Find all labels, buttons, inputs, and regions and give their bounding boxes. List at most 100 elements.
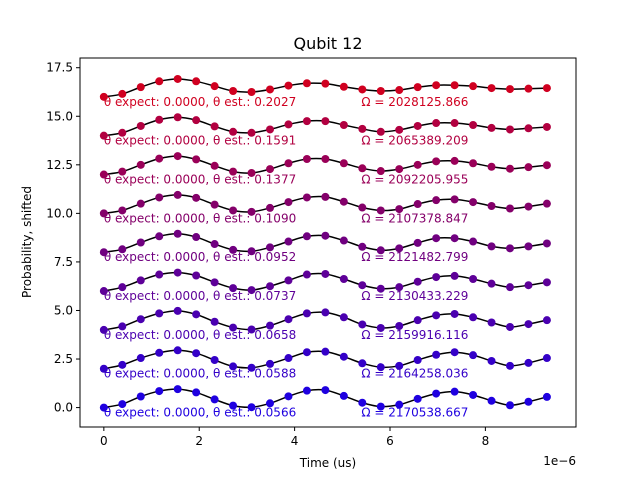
data-point xyxy=(450,119,459,128)
data-point xyxy=(450,195,459,204)
data-point xyxy=(99,403,108,412)
data-point xyxy=(284,237,293,246)
series-3: θ expect: 0.0000, θ est.: 0.0737 Ω = 2130… xyxy=(99,268,551,303)
series-0: θ expect: 0.0000, θ est.: 0.0566 Ω = 2170… xyxy=(99,385,551,420)
data-point xyxy=(321,347,330,356)
data-point xyxy=(469,313,478,322)
data-point xyxy=(339,82,348,91)
data-point xyxy=(155,154,164,163)
data-point xyxy=(99,325,108,334)
data-point xyxy=(136,238,145,247)
data-point xyxy=(266,282,275,291)
data-point xyxy=(432,119,441,128)
data-point xyxy=(266,359,275,368)
data-point xyxy=(487,201,496,210)
series-annotation-omega: Ω = 2107378.847 xyxy=(361,211,468,225)
data-point xyxy=(358,281,367,290)
data-point xyxy=(155,193,164,202)
data-point xyxy=(339,121,348,130)
data-point xyxy=(247,207,256,216)
data-point xyxy=(376,284,385,293)
data-point xyxy=(229,87,238,96)
data-point xyxy=(136,276,145,285)
data-point xyxy=(432,196,441,205)
data-point xyxy=(542,278,551,287)
series-annotation-omega: Ω = 2159916.116 xyxy=(361,328,468,342)
data-point xyxy=(173,306,182,315)
data-point xyxy=(99,248,108,257)
data-point xyxy=(339,275,348,284)
data-point xyxy=(395,361,404,370)
data-point xyxy=(173,152,182,161)
data-point xyxy=(266,399,275,408)
data-point xyxy=(487,318,496,327)
data-point xyxy=(118,167,127,176)
data-point xyxy=(469,237,478,246)
data-point xyxy=(358,359,367,368)
data-point xyxy=(173,74,182,83)
data-point xyxy=(118,89,127,98)
data-point xyxy=(450,309,459,318)
data-point xyxy=(413,316,422,325)
data-point xyxy=(192,349,201,358)
data-point xyxy=(321,308,330,317)
data-point xyxy=(247,247,256,256)
y-tick-label: 7.5 xyxy=(54,255,73,269)
series-7: θ expect: 0.0000, θ est.: 0.1591 Ω = 2065… xyxy=(99,113,551,148)
data-point xyxy=(432,389,441,398)
series-8: θ expect: 0.0000, θ est.: 0.2027 Ω = 2028… xyxy=(99,74,551,109)
data-point xyxy=(302,309,311,318)
data-point xyxy=(376,127,385,136)
series-2: θ expect: 0.0000, θ est.: 0.0658 Ω = 2159… xyxy=(99,306,551,342)
data-point xyxy=(136,199,145,208)
data-point xyxy=(229,401,238,410)
x-tick-label: 4 xyxy=(291,434,299,448)
x-axis: 0 2 4 6 8 xyxy=(100,427,489,448)
data-point xyxy=(302,232,311,241)
series-annotation-theta: θ expect: 0.0000, θ est.: 0.0658 xyxy=(104,328,296,342)
data-point xyxy=(284,392,293,401)
data-point xyxy=(339,313,348,322)
data-point xyxy=(469,390,478,399)
data-point xyxy=(284,120,293,129)
y-axis: 0.0 2.5 5.0 7.5 10.0 12.5 15.0 17.5 xyxy=(46,61,80,415)
data-point xyxy=(284,198,293,207)
data-point xyxy=(358,320,367,329)
data-point xyxy=(339,391,348,400)
data-point xyxy=(376,167,385,176)
data-point xyxy=(376,402,385,411)
data-point xyxy=(505,204,514,213)
series-annotation-omega: Ω = 2130433.229 xyxy=(361,289,468,303)
series-annotation-theta: θ expect: 0.0000, θ est.: 0.1377 xyxy=(104,173,296,187)
data-point xyxy=(302,79,311,88)
data-point xyxy=(487,242,496,251)
series-annotation-omega: Ω = 2121482.799 xyxy=(361,250,468,264)
data-point xyxy=(302,270,311,279)
series-6: θ expect: 0.0000, θ est.: 0.1377 Ω = 2092… xyxy=(99,152,551,187)
data-point xyxy=(432,273,441,282)
data-point xyxy=(358,164,367,173)
data-point xyxy=(376,363,385,372)
y-tick-label: 10.0 xyxy=(46,206,73,220)
data-point xyxy=(173,268,182,277)
data-point xyxy=(524,281,533,290)
data-point xyxy=(358,398,367,407)
data-point xyxy=(524,84,533,93)
series-annotation-theta: θ expect: 0.0000, θ est.: 0.1591 xyxy=(104,134,296,148)
x-tick-label: 6 xyxy=(386,434,394,448)
data-point xyxy=(487,356,496,365)
y-tick-label: 2.5 xyxy=(54,352,73,366)
data-point xyxy=(155,232,164,241)
data-point xyxy=(321,231,330,240)
data-point xyxy=(99,209,108,218)
data-point xyxy=(247,403,256,412)
data-point xyxy=(358,124,367,133)
data-point xyxy=(247,325,256,334)
y-tick-label: 5.0 xyxy=(54,303,73,317)
data-point xyxy=(136,83,145,92)
data-point xyxy=(192,116,201,125)
data-point xyxy=(155,115,164,124)
data-point xyxy=(247,363,256,372)
data-point xyxy=(450,271,459,280)
